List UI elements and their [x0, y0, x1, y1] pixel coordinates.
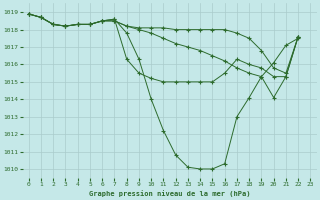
X-axis label: Graphe pression niveau de la mer (hPa): Graphe pression niveau de la mer (hPa): [89, 190, 250, 197]
